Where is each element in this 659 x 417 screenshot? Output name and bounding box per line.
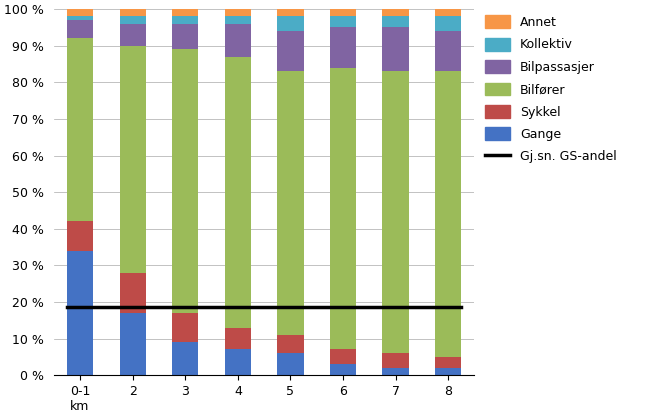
Bar bbox=[172, 313, 198, 342]
Bar bbox=[172, 9, 198, 17]
Bar bbox=[435, 9, 461, 17]
Bar bbox=[435, 368, 461, 375]
Bar bbox=[119, 9, 146, 17]
Bar bbox=[67, 17, 93, 20]
Bar bbox=[225, 349, 251, 375]
Bar bbox=[330, 17, 356, 28]
Bar bbox=[225, 9, 251, 17]
Bar bbox=[435, 71, 461, 357]
Bar bbox=[382, 9, 409, 17]
Bar bbox=[435, 31, 461, 71]
Bar bbox=[119, 24, 146, 46]
Bar bbox=[330, 364, 356, 375]
Bar bbox=[172, 50, 198, 313]
Bar bbox=[382, 368, 409, 375]
Bar bbox=[277, 9, 304, 17]
Bar bbox=[119, 17, 146, 24]
Bar bbox=[435, 357, 461, 368]
Bar bbox=[330, 68, 356, 349]
Bar bbox=[382, 17, 409, 28]
Bar bbox=[119, 313, 146, 375]
Bar bbox=[277, 353, 304, 375]
Bar bbox=[172, 342, 198, 375]
Bar bbox=[67, 20, 93, 38]
Bar bbox=[225, 327, 251, 349]
Bar bbox=[277, 17, 304, 31]
Bar bbox=[67, 9, 93, 17]
Bar bbox=[382, 71, 409, 353]
Bar bbox=[330, 349, 356, 364]
Bar bbox=[330, 9, 356, 17]
Bar bbox=[277, 31, 304, 71]
Bar bbox=[67, 251, 93, 375]
Bar bbox=[172, 17, 198, 24]
Bar bbox=[382, 353, 409, 368]
Legend: Annet, Kollektiv, Bilpassasjer, Bilfører, Sykkel, Gange, Gj.sn. GS-andel: Annet, Kollektiv, Bilpassasjer, Bilfører… bbox=[485, 15, 617, 163]
Bar bbox=[277, 71, 304, 335]
Bar bbox=[225, 57, 251, 327]
Bar bbox=[277, 335, 304, 353]
Bar bbox=[382, 28, 409, 71]
Bar bbox=[225, 17, 251, 24]
Bar bbox=[225, 24, 251, 57]
Bar bbox=[172, 24, 198, 50]
Bar bbox=[435, 17, 461, 31]
Bar bbox=[119, 273, 146, 313]
Bar bbox=[67, 221, 93, 251]
Bar bbox=[67, 38, 93, 221]
Bar bbox=[119, 46, 146, 273]
Bar bbox=[330, 28, 356, 68]
